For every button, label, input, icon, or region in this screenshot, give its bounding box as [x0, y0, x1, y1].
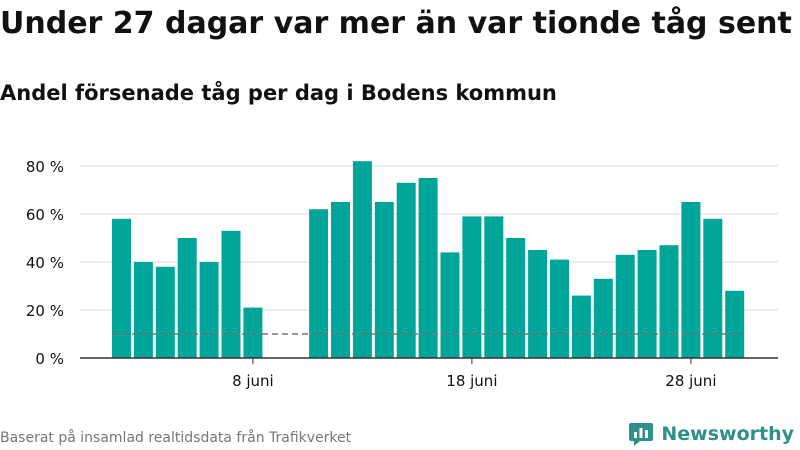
y-tick-label: 60 % [26, 206, 64, 224]
x-tick-label: 8 juni [232, 372, 274, 390]
bar [550, 259, 569, 358]
x-tick-label: 18 juni [446, 372, 497, 390]
y-tick-label: 40 % [26, 254, 64, 272]
source-note: Baserat på insamlad realtidsdata från Tr… [0, 430, 352, 446]
bar-chart: 0 % 20 % 40 % 60 % 80 % 8 juni 18 juni 28 juni [26, 158, 778, 390]
bar [484, 216, 504, 358]
bar [155, 266, 175, 358]
y-tick-label: 0 % [35, 350, 64, 368]
bar [506, 238, 526, 358]
page-subtitle: Andel försenade tåg per dag i Bodens kom… [0, 81, 557, 105]
bar [112, 218, 131, 358]
bar [528, 250, 548, 358]
bar [352, 161, 372, 358]
bar [309, 209, 329, 358]
bar [615, 254, 635, 358]
bar [396, 182, 416, 358]
bar [177, 238, 197, 358]
bar [462, 216, 482, 358]
bar [133, 262, 153, 358]
bar [659, 245, 679, 358]
axes: 0 % 20 % 40 % 60 % 80 % 8 juni 18 juni 28 juni [26, 158, 778, 390]
bar [681, 202, 701, 358]
bar [418, 178, 438, 358]
brand[interactable]: Newsworthy [628, 420, 794, 448]
newsworthy-logo-icon [629, 423, 654, 446]
bar [221, 230, 241, 358]
bar [725, 290, 745, 358]
bar [331, 202, 350, 358]
bar [374, 202, 394, 358]
brand-name: Newsworthy [661, 423, 794, 445]
bars [112, 161, 745, 358]
y-tick-label: 80 % [26, 158, 64, 176]
bar [637, 250, 657, 358]
x-tick-label: 28 juni [665, 372, 716, 390]
page-title: Under 27 dagar var mer än var tionde tåg… [0, 6, 792, 41]
bar [571, 295, 591, 358]
bar [703, 218, 723, 358]
bar [243, 307, 263, 358]
bar [199, 262, 219, 358]
bar [440, 252, 460, 358]
y-tick-label: 20 % [26, 302, 64, 320]
bar [593, 278, 613, 358]
